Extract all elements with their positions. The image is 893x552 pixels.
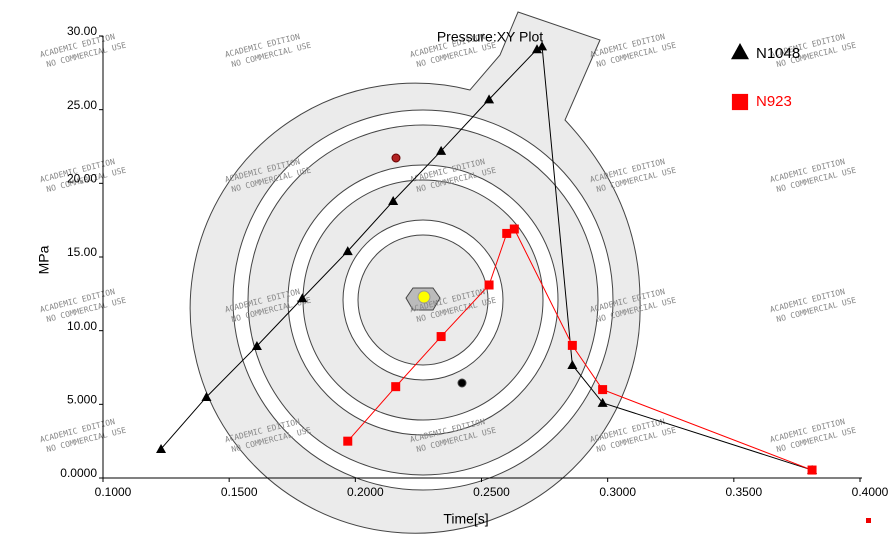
point-marker xyxy=(436,332,446,342)
point-marker xyxy=(156,443,167,453)
x-tick-label: 0.2000 xyxy=(347,485,384,499)
point-marker xyxy=(532,44,543,54)
point-marker xyxy=(484,280,494,290)
y-tick-label: 20.00 xyxy=(67,172,97,186)
point-marker xyxy=(436,145,447,155)
point-marker xyxy=(598,385,608,395)
y-tick-label: 25.00 xyxy=(67,98,97,112)
point-marker xyxy=(807,465,817,475)
legend-marker xyxy=(731,93,749,111)
legend-label: N1048 xyxy=(756,45,800,62)
point-marker xyxy=(567,340,577,350)
point-marker xyxy=(537,41,548,51)
point-marker xyxy=(509,224,519,234)
x-tick-label: 0.1500 xyxy=(221,485,258,499)
x-tick-label: 0.4000 xyxy=(852,485,889,499)
point-marker xyxy=(343,436,353,446)
x-axis-label: Time[s] xyxy=(443,511,488,527)
legend-label: N923 xyxy=(756,93,792,110)
y-tick-label: 15.00 xyxy=(67,245,97,259)
point-marker xyxy=(251,340,262,350)
point-marker xyxy=(297,293,308,303)
y-tick-label: 30.00 xyxy=(67,24,97,38)
point-marker xyxy=(342,246,353,256)
axis-triad xyxy=(866,518,871,523)
chart-title: Pressure:XY Plot xyxy=(437,29,543,45)
y-tick-label: 0.0000 xyxy=(60,466,97,480)
point-marker xyxy=(484,94,495,104)
point-marker xyxy=(502,228,512,238)
background-spiral xyxy=(189,11,641,534)
y-tick-label: 5.000 xyxy=(67,393,97,407)
x-tick-label: 0.3500 xyxy=(725,485,762,499)
point-marker xyxy=(201,391,212,401)
point-marker xyxy=(388,196,399,206)
y-tick-label: 10.00 xyxy=(67,319,97,333)
point-marker xyxy=(597,397,608,407)
x-tick-label: 0.1000 xyxy=(95,485,132,499)
x-tick-label: 0.2500 xyxy=(473,485,510,499)
point-marker xyxy=(567,359,578,369)
y-axis-label: MPa xyxy=(36,245,52,274)
point-marker xyxy=(391,382,401,392)
legend-marker xyxy=(731,43,749,60)
x-tick-label: 0.3000 xyxy=(599,485,636,499)
